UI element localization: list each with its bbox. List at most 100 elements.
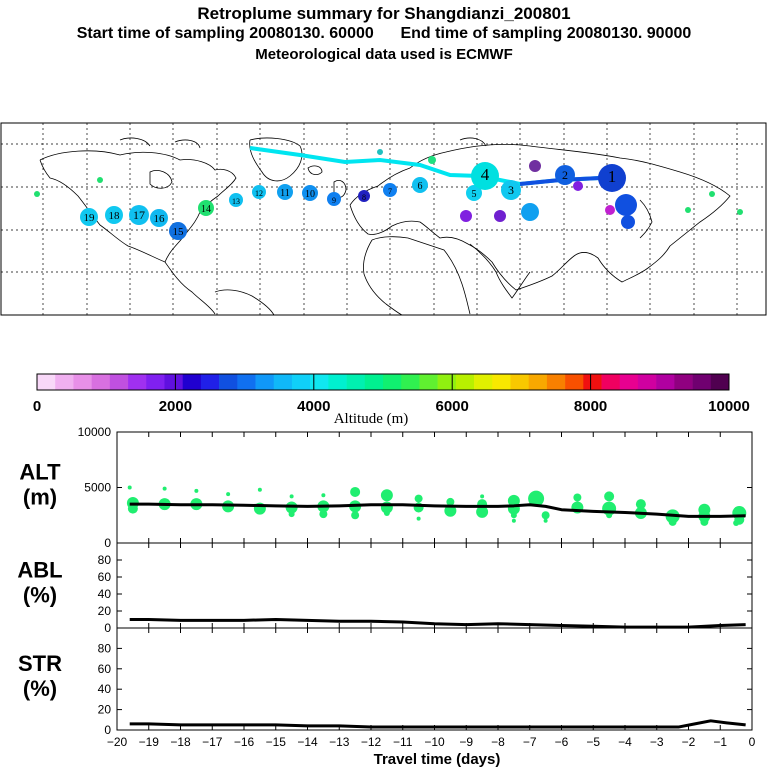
plume-day-label: 7 bbox=[388, 187, 392, 196]
coast-india bbox=[469, 243, 531, 299]
alt-scatter-point bbox=[380, 489, 393, 502]
colorbar-swatch bbox=[164, 374, 183, 390]
panel-label: ABL bbox=[17, 558, 62, 583]
x-tick-label: −19 bbox=[139, 735, 160, 749]
alt-scatter-point bbox=[573, 493, 582, 502]
colorbar-swatch bbox=[37, 374, 56, 390]
plume-day-label: 12 bbox=[255, 189, 263, 198]
plume-marker-small bbox=[460, 210, 472, 222]
x-tick-label: −7 bbox=[523, 735, 537, 749]
colorbar-swatch bbox=[91, 374, 111, 390]
coast-eurasia bbox=[349, 143, 731, 291]
series-line bbox=[129, 502, 746, 518]
colorbar-swatch bbox=[637, 374, 657, 390]
colorbar-swatch bbox=[474, 374, 493, 390]
retroplume-map: 19 18 17 16 15 14 13 12 11 10 9 8 7 6 54 3 2 1 bbox=[0, 122, 767, 316]
panel-frame bbox=[116, 627, 753, 731]
panel-y-tick-label: 80 bbox=[98, 553, 112, 567]
colorbar-swatch bbox=[383, 374, 402, 390]
chart-subtitle-sampling: Start time of sampling 20080130. 60000 E… bbox=[0, 25, 768, 43]
alt-scatter-point bbox=[127, 485, 132, 490]
plume-marker bbox=[471, 162, 499, 190]
plume-day-label: 9 bbox=[332, 196, 336, 205]
colorbar-swatch bbox=[692, 374, 712, 390]
chart-subtitle-met: Meteorological data used is ECMWF bbox=[255, 46, 513, 63]
colorbar-swatch bbox=[128, 374, 147, 390]
x-axis-title: Travel time (days) bbox=[374, 751, 501, 768]
alt-scatter-point bbox=[476, 505, 489, 518]
colorbar-swatch bbox=[565, 374, 584, 390]
plume-marker bbox=[466, 185, 482, 201]
colorbar-swatch bbox=[510, 374, 529, 390]
x-tick-label: −5 bbox=[586, 735, 600, 749]
x-tick-label: −20 bbox=[107, 735, 128, 749]
panel-label: STR bbox=[18, 651, 62, 676]
plume-day-label: 17 bbox=[133, 208, 145, 222]
x-tick-label: −9 bbox=[459, 735, 473, 749]
plume-marker bbox=[80, 208, 98, 226]
alt-scatter-point bbox=[383, 510, 390, 517]
colorbar-swatch bbox=[55, 374, 74, 390]
colorbar-swatch bbox=[346, 374, 366, 390]
plume-day-label: 10 bbox=[305, 189, 315, 200]
x-tick-label: −4 bbox=[618, 735, 632, 749]
plume-marker bbox=[302, 185, 318, 201]
colorbar-tick-label: 2000 bbox=[159, 398, 192, 415]
colorbar-swatch bbox=[200, 374, 220, 390]
alt-scatter-point bbox=[511, 518, 516, 523]
alt-scatter-point bbox=[541, 511, 550, 520]
alt-scatter-point bbox=[510, 512, 517, 519]
alt-scatter-point bbox=[733, 520, 740, 527]
x-tick-label: −2 bbox=[682, 735, 696, 749]
panel-unit: (m) bbox=[23, 485, 57, 510]
plume-day-label: 6 bbox=[418, 181, 423, 192]
plume-marker bbox=[501, 180, 521, 200]
colorbar-swatch bbox=[146, 374, 165, 390]
panel-y-tick-label: 60 bbox=[98, 570, 112, 584]
coast-greenland bbox=[249, 137, 303, 182]
alt-scatter-point bbox=[668, 517, 677, 526]
panel-y-tick-label: 10000 bbox=[78, 425, 112, 439]
alt-scatter-point bbox=[289, 494, 294, 499]
colorbar-swatch bbox=[73, 374, 92, 390]
colorbar-swatch bbox=[583, 374, 602, 390]
plume-day-label: 2 bbox=[562, 168, 568, 182]
alt-scatter-point bbox=[416, 516, 421, 521]
x-tick-label: −6 bbox=[555, 735, 569, 749]
alt-scatter-point bbox=[543, 518, 548, 523]
altitude-colorbar: 0 2000 4000 6000 8000 10000 bbox=[33, 373, 750, 415]
alt-scatter-point bbox=[444, 504, 457, 517]
alt-scatter-point bbox=[528, 490, 545, 507]
alt-scatter-point bbox=[321, 493, 326, 498]
panel-y-tick-label: 80 bbox=[98, 641, 112, 655]
colorbar-tick-label: 8000 bbox=[574, 398, 607, 415]
plume-marker bbox=[229, 193, 243, 207]
subtitle-start: Start time of sampling 20080130. 60000 bbox=[76, 25, 374, 42]
colorbar-swatch bbox=[437, 374, 457, 390]
alt-scatter-point bbox=[635, 499, 646, 510]
colorbar-swatch bbox=[674, 374, 693, 390]
plume-day-label: 3 bbox=[508, 183, 514, 197]
colorbar-swatch bbox=[310, 374, 329, 390]
x-tick-label: −16 bbox=[234, 735, 255, 749]
plume-marker-small bbox=[737, 209, 743, 215]
alt-scatter-point bbox=[226, 492, 231, 497]
colorbar-swatch bbox=[219, 374, 238, 390]
plume-marker-small bbox=[97, 177, 103, 183]
coast-south-america bbox=[214, 289, 275, 316]
plume-marker-small bbox=[377, 149, 383, 155]
panel-y-tick-label: 20 bbox=[98, 604, 112, 618]
coast-africa bbox=[363, 236, 471, 316]
plume-marker-small bbox=[685, 207, 691, 213]
plume-marker bbox=[383, 183, 397, 197]
plume-marker bbox=[105, 206, 123, 224]
colorbar-swatch bbox=[328, 374, 347, 390]
alt-scatter-point bbox=[604, 491, 615, 502]
plume-marker bbox=[169, 222, 187, 240]
coastlines bbox=[39, 137, 731, 316]
plume-day-label: 18 bbox=[109, 210, 121, 222]
alt-scatter-point bbox=[414, 494, 423, 503]
panel-y-tick-label: 0 bbox=[104, 621, 111, 635]
chart-title: Retroplume summary for Shangdianzi_20080… bbox=[197, 4, 571, 23]
alt-scatter-point bbox=[350, 486, 361, 497]
